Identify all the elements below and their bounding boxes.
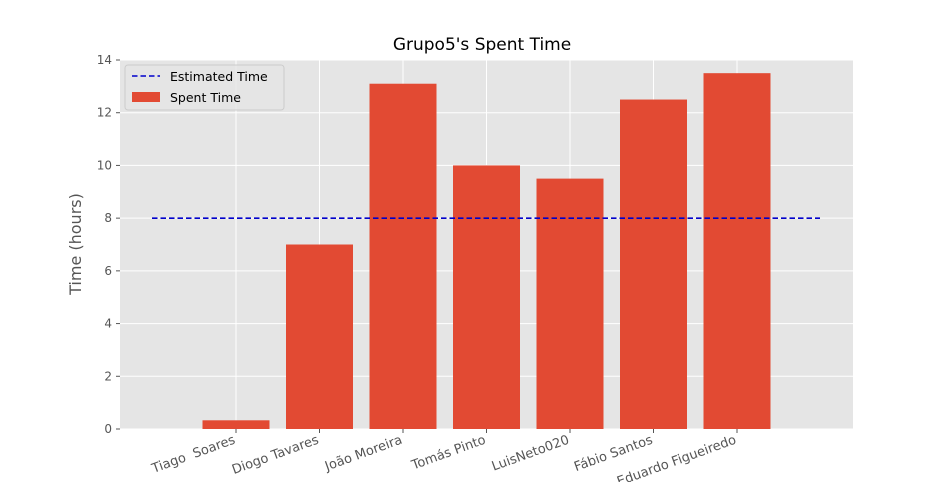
bar xyxy=(620,99,687,430)
x-tick-label: Tiago Soares xyxy=(149,433,238,477)
x-tick-label: Tomás Pinto xyxy=(409,433,488,474)
bar xyxy=(202,420,270,429)
y-axis-label: Time (hours) xyxy=(66,193,85,296)
y-tick-label: 14 xyxy=(97,53,112,67)
x-tick-label: LuisNeto020 xyxy=(490,433,571,475)
legend-estimated-label: Estimated Time xyxy=(170,69,268,84)
bars xyxy=(202,73,771,430)
bar xyxy=(703,73,771,429)
legend-spent-swatch xyxy=(132,92,160,102)
legend-box xyxy=(124,64,285,111)
x-tick-label: Diogo Tavares xyxy=(230,433,321,478)
x-tick-label: João Moreira xyxy=(322,433,404,475)
y-axis-ticks: 0 2 4 6 8 10 12 14 xyxy=(97,53,120,436)
legend: Estimated Time Spent Time xyxy=(124,64,285,111)
legend-spent-label: Spent Time xyxy=(170,90,241,105)
chart-title: Grupo5's Spent Time xyxy=(393,35,571,55)
y-tick-label: 4 xyxy=(104,317,112,331)
bar xyxy=(286,244,353,429)
bar xyxy=(369,83,437,429)
y-tick-label: 0 xyxy=(104,422,112,436)
y-tick-label: 10 xyxy=(97,158,112,172)
y-tick-label: 12 xyxy=(97,106,112,120)
y-tick-label: 6 xyxy=(104,264,112,278)
y-tick-label: 2 xyxy=(104,369,112,383)
y-tick-label: 8 xyxy=(104,211,112,225)
bar xyxy=(536,178,604,429)
bar xyxy=(453,165,520,429)
